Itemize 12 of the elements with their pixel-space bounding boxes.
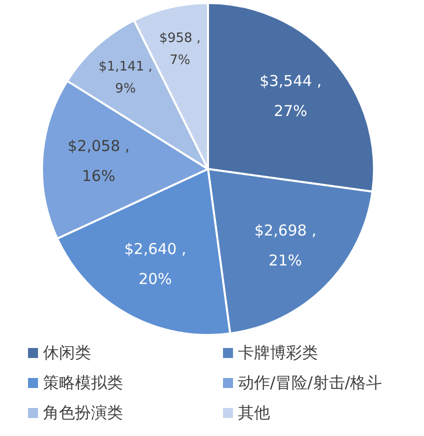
legend-label: 卡牌博彩类	[238, 342, 318, 364]
legend-label: 角色扮演类	[43, 402, 123, 424]
data-label: $958 , 7%	[159, 30, 201, 68]
data-label: $3,544 , 27%	[260, 72, 322, 120]
legend-label: 其他	[238, 402, 270, 424]
legend-label: 策略模拟类	[43, 372, 123, 394]
legend-label: 休闲类	[43, 342, 91, 364]
data-label: $2,058 , 16%	[68, 136, 130, 185]
data-label: $2,698 , 21%	[254, 221, 316, 270]
data-label: $2,640 , 20%	[124, 240, 186, 288]
data-label: $1,141 , 9%	[98, 59, 152, 96]
legend-label: 动作/冒险/射击/格斗	[238, 372, 382, 394]
